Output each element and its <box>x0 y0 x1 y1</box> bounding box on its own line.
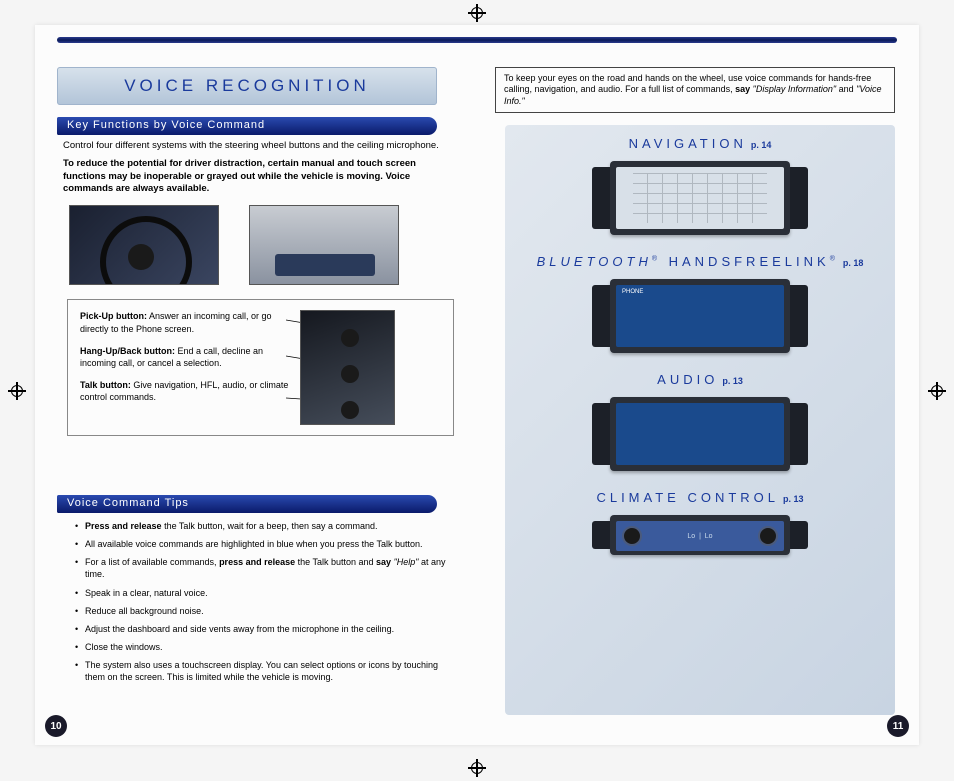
system-title: CLIMATE CONTROL <box>596 490 779 505</box>
image-row <box>69 205 458 285</box>
climate-knob <box>622 526 642 546</box>
intro-text: Control four different systems with the … <box>63 140 458 152</box>
page-spread: VOICE RECOGNITION To keep your eyes on t… <box>35 25 919 745</box>
page-title-pill: VOICE RECOGNITION <box>57 67 437 105</box>
climate-knob <box>758 526 778 546</box>
system-block: AUDIO p. 13 <box>505 371 895 471</box>
tip-item: Reduce all background noise. <box>75 605 460 617</box>
tip-item: The system also uses a touchscreen displ… <box>75 659 460 683</box>
registration-mark-bottom <box>468 759 486 777</box>
tip-item: Speak in a clear, natural voice. <box>75 587 460 599</box>
system-title: AUDIO <box>657 372 718 387</box>
registration-mark-top <box>468 4 486 22</box>
info-say: say <box>735 84 750 94</box>
page-title: VOICE RECOGNITION <box>124 76 370 96</box>
system-title: NAVIGATION <box>629 136 747 151</box>
button-callout-box: Pick-Up button: Answer an incoming call,… <box>67 299 454 436</box>
system-page-ref: p. 18 <box>843 258 864 268</box>
wheel-buttons-image <box>300 310 395 425</box>
section-header-tips: Voice Command Tips <box>57 495 437 513</box>
system-page-ref: p. 13 <box>783 494 804 504</box>
ceiling-console-image <box>249 205 399 285</box>
left-column: Control four different systems with the … <box>63 140 458 436</box>
system-block: BLUETOOTH® HANDSFREELINK® p. 18 <box>505 253 895 353</box>
system-page-ref: p. 13 <box>722 376 743 386</box>
system-page-ref: p. 14 <box>751 140 772 150</box>
tip-item: For a list of available commands, press … <box>75 556 460 580</box>
system-screen <box>610 161 790 235</box>
talk-callout: Talk button: Give navigation, HFL, audio… <box>80 379 290 403</box>
section-header-key-functions: Key Functions by Voice Command <box>57 117 437 135</box>
registration-mark-left <box>8 382 26 400</box>
steering-wheel-image <box>69 205 219 285</box>
systems-panel: NAVIGATION p. 14 BLUETOOTH® HANDSFREELINK®… <box>505 125 895 715</box>
tip-item: Adjust the dashboard and side vents away… <box>75 623 460 635</box>
warning-text: To reduce the potential for driver distr… <box>63 158 458 195</box>
tips-list: Press and release the Talk button, wait … <box>75 520 460 689</box>
system-screen: Lo | Lo <box>610 515 790 555</box>
tip-item: All available voice commands are highlig… <box>75 538 460 550</box>
tip-item: Press and release the Talk button, wait … <box>75 520 460 532</box>
section2-title: Voice Command Tips <box>67 497 189 509</box>
page-number-right: 11 <box>887 715 909 737</box>
hangup-callout: Hang-Up/Back button: End a call, decline… <box>80 345 290 369</box>
page-number-left: 10 <box>45 715 67 737</box>
info-cmd1: "Display Information" <box>753 84 836 94</box>
registration-mark-right <box>928 382 946 400</box>
section1-title: Key Functions by Voice Command <box>67 119 265 131</box>
info-mid: and <box>836 84 856 94</box>
intro-info-box: To keep your eyes on the road and hands … <box>495 67 895 113</box>
system-screen <box>610 279 790 353</box>
system-screen <box>610 397 790 471</box>
top-rule-bar <box>57 37 897 43</box>
system-block: CLIMATE CONTROL p. 13 Lo | Lo <box>505 489 895 555</box>
system-title: BLUETOOTH® HANDSFREELINK® <box>537 254 839 269</box>
tip-item: Close the windows. <box>75 641 460 653</box>
system-block: NAVIGATION p. 14 <box>505 135 895 235</box>
callout-text-col: Pick-Up button: Answer an incoming call,… <box>80 310 290 425</box>
pickup-callout: Pick-Up button: Answer an incoming call,… <box>80 310 290 334</box>
